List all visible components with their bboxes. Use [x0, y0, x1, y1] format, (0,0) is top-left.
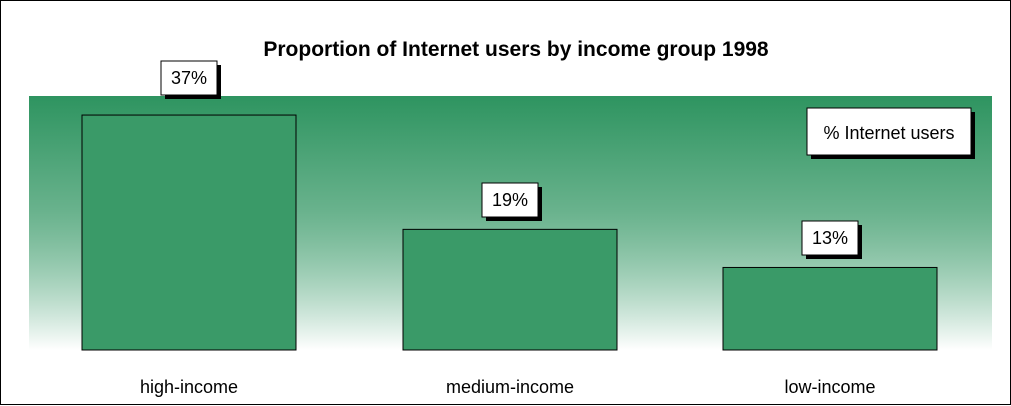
- bar-high-income: [81, 114, 297, 351]
- legend-box: [806, 107, 972, 156]
- data-label-medium-income-text: 19%: [492, 190, 528, 210]
- data-labels-group: 37% 19% 13%: [160, 60, 862, 259]
- x-axis-tick-labels: high-income medium-income low-income: [140, 377, 876, 397]
- bars-group: [81, 114, 938, 351]
- x-tick-medium-income: medium-income: [446, 377, 574, 397]
- data-label-low-income-text: 13%: [812, 228, 848, 248]
- data-label-high-income-box: [160, 60, 218, 96]
- chart-title: Proportion of Internet users by income g…: [263, 38, 769, 61]
- bar-low-income: [722, 266, 938, 351]
- legend-entry-internet-users: % Internet users: [823, 123, 954, 143]
- x-tick-low-income: low-income: [784, 377, 875, 397]
- data-label-low-income: 13%: [801, 220, 862, 259]
- data-label-high-income: 37%: [160, 60, 221, 99]
- data-label-medium-income-box: [481, 182, 539, 218]
- data-label-high-income-text: 37%: [171, 68, 207, 88]
- data-label-low-income-box: [801, 220, 859, 256]
- bar-medium-income: [402, 228, 618, 351]
- legend: % Internet users: [806, 107, 975, 159]
- data-label-medium-income: 19%: [481, 182, 542, 221]
- x-tick-high-income: high-income: [140, 377, 238, 397]
